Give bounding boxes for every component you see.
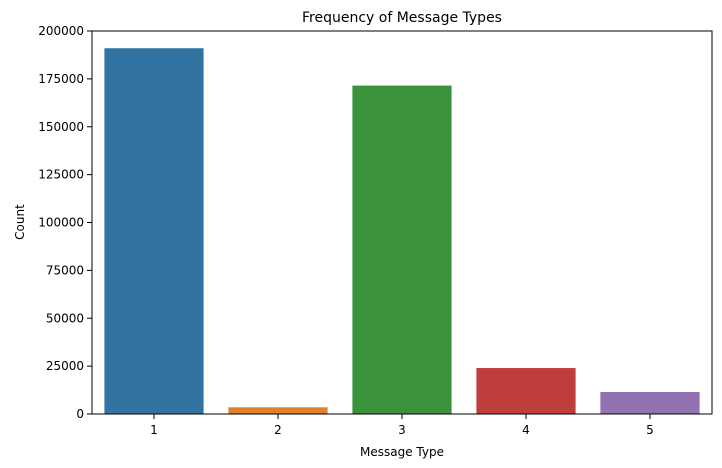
x-axis-ticks: 1 2 3 4 5 [150,414,654,437]
bar-message-type-1 [104,48,204,415]
y-tick-label: 75000 [46,263,84,277]
x-tick-label: 4 [522,423,530,437]
y-axis-ticks: 0 25000 50000 75000 100000 125000 150000 175000… [38,24,92,421]
y-tick-label: 200000 [38,24,84,38]
y-tick-label: 0 [76,407,84,421]
bar-message-type-5 [600,391,700,414]
y-tick-label: 125000 [38,168,84,182]
y-tick-label: 25000 [46,359,84,373]
x-tick-label: 3 [398,423,406,437]
y-tick-label: 150000 [38,120,84,134]
y-tick-label: 175000 [38,72,84,86]
y-axis-label: Count [13,204,27,240]
x-axis-label: Message Type [360,445,444,459]
bar-message-type-4 [476,368,576,414]
x-tick-label: 1 [150,423,158,437]
bars-layer [104,48,700,415]
bar-message-type-3 [352,85,452,414]
x-tick-label: 2 [274,423,282,437]
x-tick-label: 5 [646,423,654,437]
bar-message-type-2 [228,407,328,414]
y-tick-label: 100000 [38,216,84,230]
y-tick-label: 50000 [46,311,84,325]
chart-title: Frequency of Message Types [302,10,502,26]
